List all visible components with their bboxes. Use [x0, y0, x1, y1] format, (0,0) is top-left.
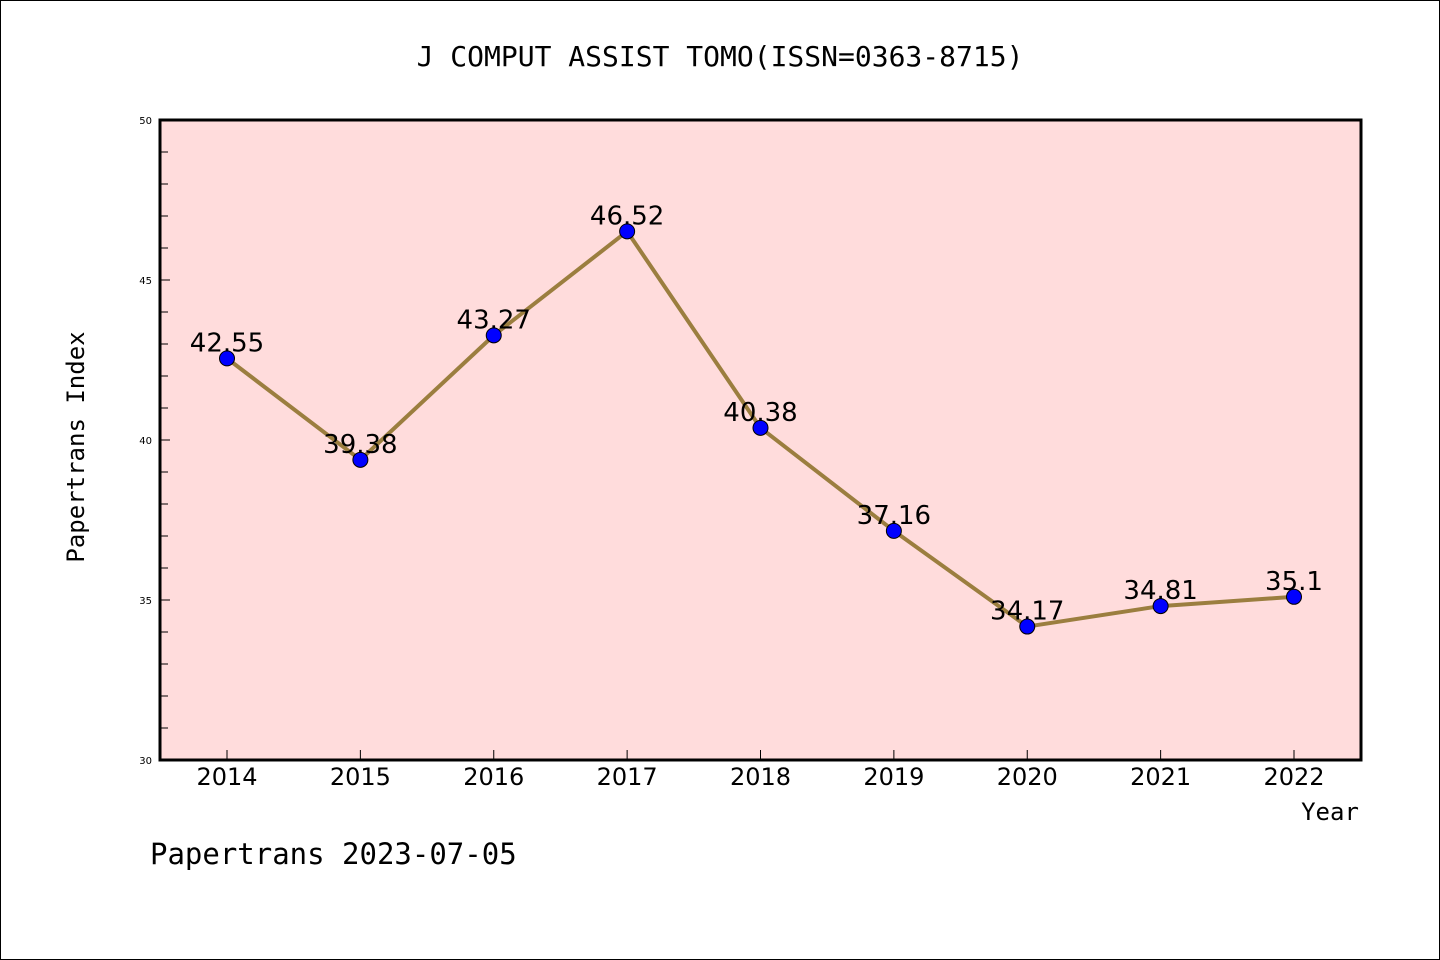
y-tick-label: 35 — [139, 596, 152, 607]
y-tick-label: 50 — [139, 116, 152, 127]
x-tick-label: 2017 — [597, 763, 658, 791]
data-point-marker — [485, 327, 502, 344]
x-tick-label: 2018 — [730, 763, 791, 791]
data-label: 46.52 — [590, 201, 664, 231]
data-point-marker — [752, 419, 769, 436]
data-point-marker — [352, 451, 369, 468]
x-tick-label: 2016 — [463, 763, 524, 791]
data-point-marker — [1152, 598, 1169, 615]
data-point-marker — [219, 350, 235, 367]
data-point-marker — [619, 223, 636, 240]
y-tick-label: 30 — [139, 756, 152, 767]
footer-text: Papertrans 2023-07-05 — [150, 837, 517, 871]
data-label: 34.81 — [1123, 576, 1197, 606]
series-line-group — [219, 223, 1302, 635]
x-axis-title: Year — [1301, 798, 1359, 826]
data-point-marker — [885, 522, 902, 539]
x-tick-label: 2014 — [196, 763, 257, 791]
data-point-marker — [1019, 618, 1036, 635]
data-label: 35.1 — [1265, 567, 1323, 597]
data-label: 40.38 — [723, 398, 797, 428]
y-axis-title: Papertrans Index — [62, 331, 90, 562]
x-tick-label: 2019 — [863, 763, 924, 791]
data-label: 37.16 — [857, 501, 931, 531]
chart-title: J COMPUT ASSIST TOMO(ISSN=0363-8715) — [417, 40, 1024, 73]
data-labels: 42.55 39.38 43.27 46.52 40.38 37.16 34.17 34.81… — [190, 201, 1323, 626]
x-tick-label: 2015 — [330, 763, 391, 791]
x-tick-label: 2020 — [997, 763, 1058, 791]
y-tick-label: 45 — [139, 276, 152, 287]
data-label: 43.27 — [457, 305, 531, 335]
x-tick-label: 2022 — [1263, 763, 1324, 791]
x-tick-label: 2021 — [1130, 763, 1191, 791]
y-axis: 30 35 40 45 50 — [139, 116, 170, 767]
plot-area — [158, 118, 1363, 762]
data-label: 42.55 — [190, 328, 264, 358]
x-axis: 2014 2015 2016 2017 2018 2019 2020 2021 2022 — [196, 750, 1325, 791]
data-point-marker — [1286, 588, 1302, 605]
data-label: 34.17 — [990, 597, 1064, 627]
data-label: 39.38 — [323, 430, 397, 460]
y-tick-label: 40 — [139, 436, 152, 447]
